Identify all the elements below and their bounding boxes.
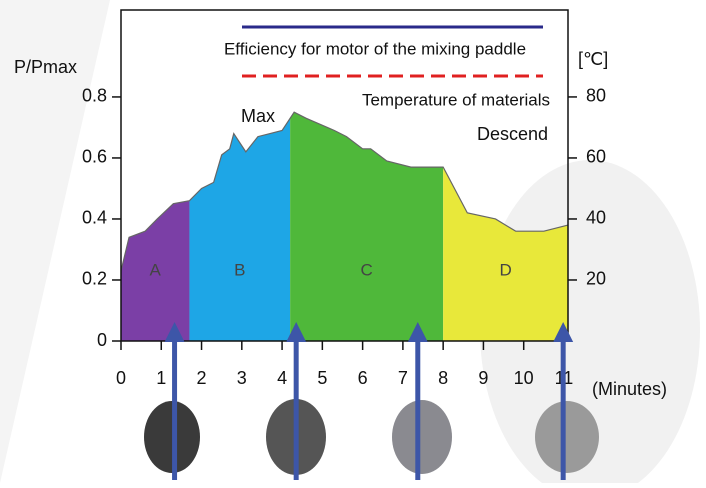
x-tick-label: 7 [398,368,408,388]
x-tick-label: 9 [478,368,488,388]
photo [144,401,200,473]
x-tick-label: 1 [156,368,166,388]
y-tick-label: 0.8 [82,86,107,106]
arrow-head [286,322,307,342]
photo [392,400,452,474]
area-line [120,111,569,271]
arrow-head [407,322,428,342]
y-tick-label: 0.2 [82,269,107,289]
background-shape [0,0,110,483]
x-tick-label: 10 [514,368,534,388]
y2-tick-label: 60 [586,147,606,167]
y2-tick-label: 40 [586,208,606,228]
region [121,112,190,341]
region-label: B [234,260,245,279]
region [189,112,291,341]
y2-tick-label: 20 [586,269,606,289]
y-tick-label: 0.4 [82,208,107,228]
region-label: A [150,260,162,279]
annotation: Descend [477,124,548,144]
photos [144,399,599,475]
x-tick-label: 3 [237,368,247,388]
legend-label: Temperature of materials [362,90,550,109]
arrow-head [553,322,574,342]
arrow-head [164,322,185,342]
plot-frame [120,9,569,342]
y-tick-label: 0 [97,330,107,350]
x-tick-label: 2 [197,368,207,388]
x-tick-label: 4 [277,368,287,388]
y-axis-label: P/Pmax [14,57,77,77]
x-tick-label: 6 [358,368,368,388]
x-tick-label: 5 [317,368,327,388]
x-axis-label: (Minutes) [592,379,667,399]
photo [535,401,599,473]
y-tick-label: 0.6 [82,147,107,167]
region-label: C [361,260,373,279]
y2-axis-label: [℃] [578,49,608,69]
annotation: Max [241,106,275,126]
y2-tick-label: 80 [586,86,606,106]
region-label: D [499,260,511,279]
region [290,112,444,341]
legend-label: Efficiency for motor of the mixing paddl… [224,39,526,58]
x-tick-label: 8 [438,368,448,388]
x-tick-label: 0 [116,368,126,388]
